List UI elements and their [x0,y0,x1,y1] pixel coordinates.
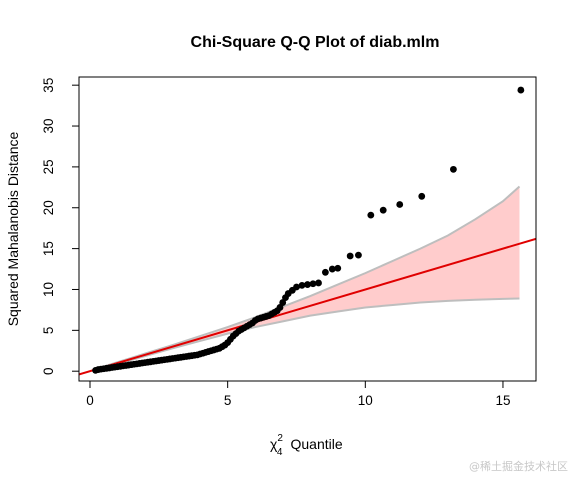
reference-line [79,237,536,376]
watermark: @稀土掘金技术社区 [469,460,568,473]
x-tick-label: 5 [224,393,232,408]
envelope-upper-edge [92,185,521,371]
data-point [298,281,306,289]
reference-line-group [79,237,536,376]
x-axis-label-text: Quantile [290,436,342,452]
confidence-envelope-group [92,185,521,372]
y-tick-label: 5 [41,327,56,335]
data-point [293,283,300,291]
y-tick-label: 15 [41,241,56,256]
data-point [346,252,354,260]
data-point [321,268,329,276]
data-point [367,211,375,219]
data-points-group [92,86,525,374]
data-point [328,265,336,273]
envelope-lower-edge [92,297,520,372]
data-point [418,192,426,200]
x-axis-label-subscript: 4 [277,447,283,458]
x-axis-label: χ2 4 Quantile [270,433,343,458]
x-axis: 0 5 10 15 [86,380,510,408]
x-tick-label: 15 [495,393,510,408]
x-tick-label: 10 [358,393,373,408]
data-point [379,206,387,214]
data-point [396,201,404,208]
data-point [309,280,317,288]
y-tick-label: 0 [41,367,56,375]
x-axis-label-superscript: 2 [277,433,283,444]
y-axis-label: Squared Mahalanobis Distance [5,132,21,327]
x-tick-label: 0 [86,393,94,408]
data-point [304,281,311,288]
y-axis: 0 5 10 15 20 25 30 35 [41,78,80,375]
data-point [355,251,362,259]
y-tick-label: 35 [41,78,56,93]
y-tick-label: 10 [41,282,56,297]
x-axis-label-symbol: χ [270,436,278,452]
data-point [517,86,525,94]
data-point [315,279,322,287]
chart-title: Chi-Square Q-Q Plot of diab.mlm [191,34,440,51]
confidence-envelope [92,186,520,371]
y-tick-label: 25 [41,159,56,174]
data-point [450,165,457,173]
y-tick-label: 20 [41,200,56,215]
y-tick-label: 30 [41,119,56,134]
data-point [334,264,342,272]
